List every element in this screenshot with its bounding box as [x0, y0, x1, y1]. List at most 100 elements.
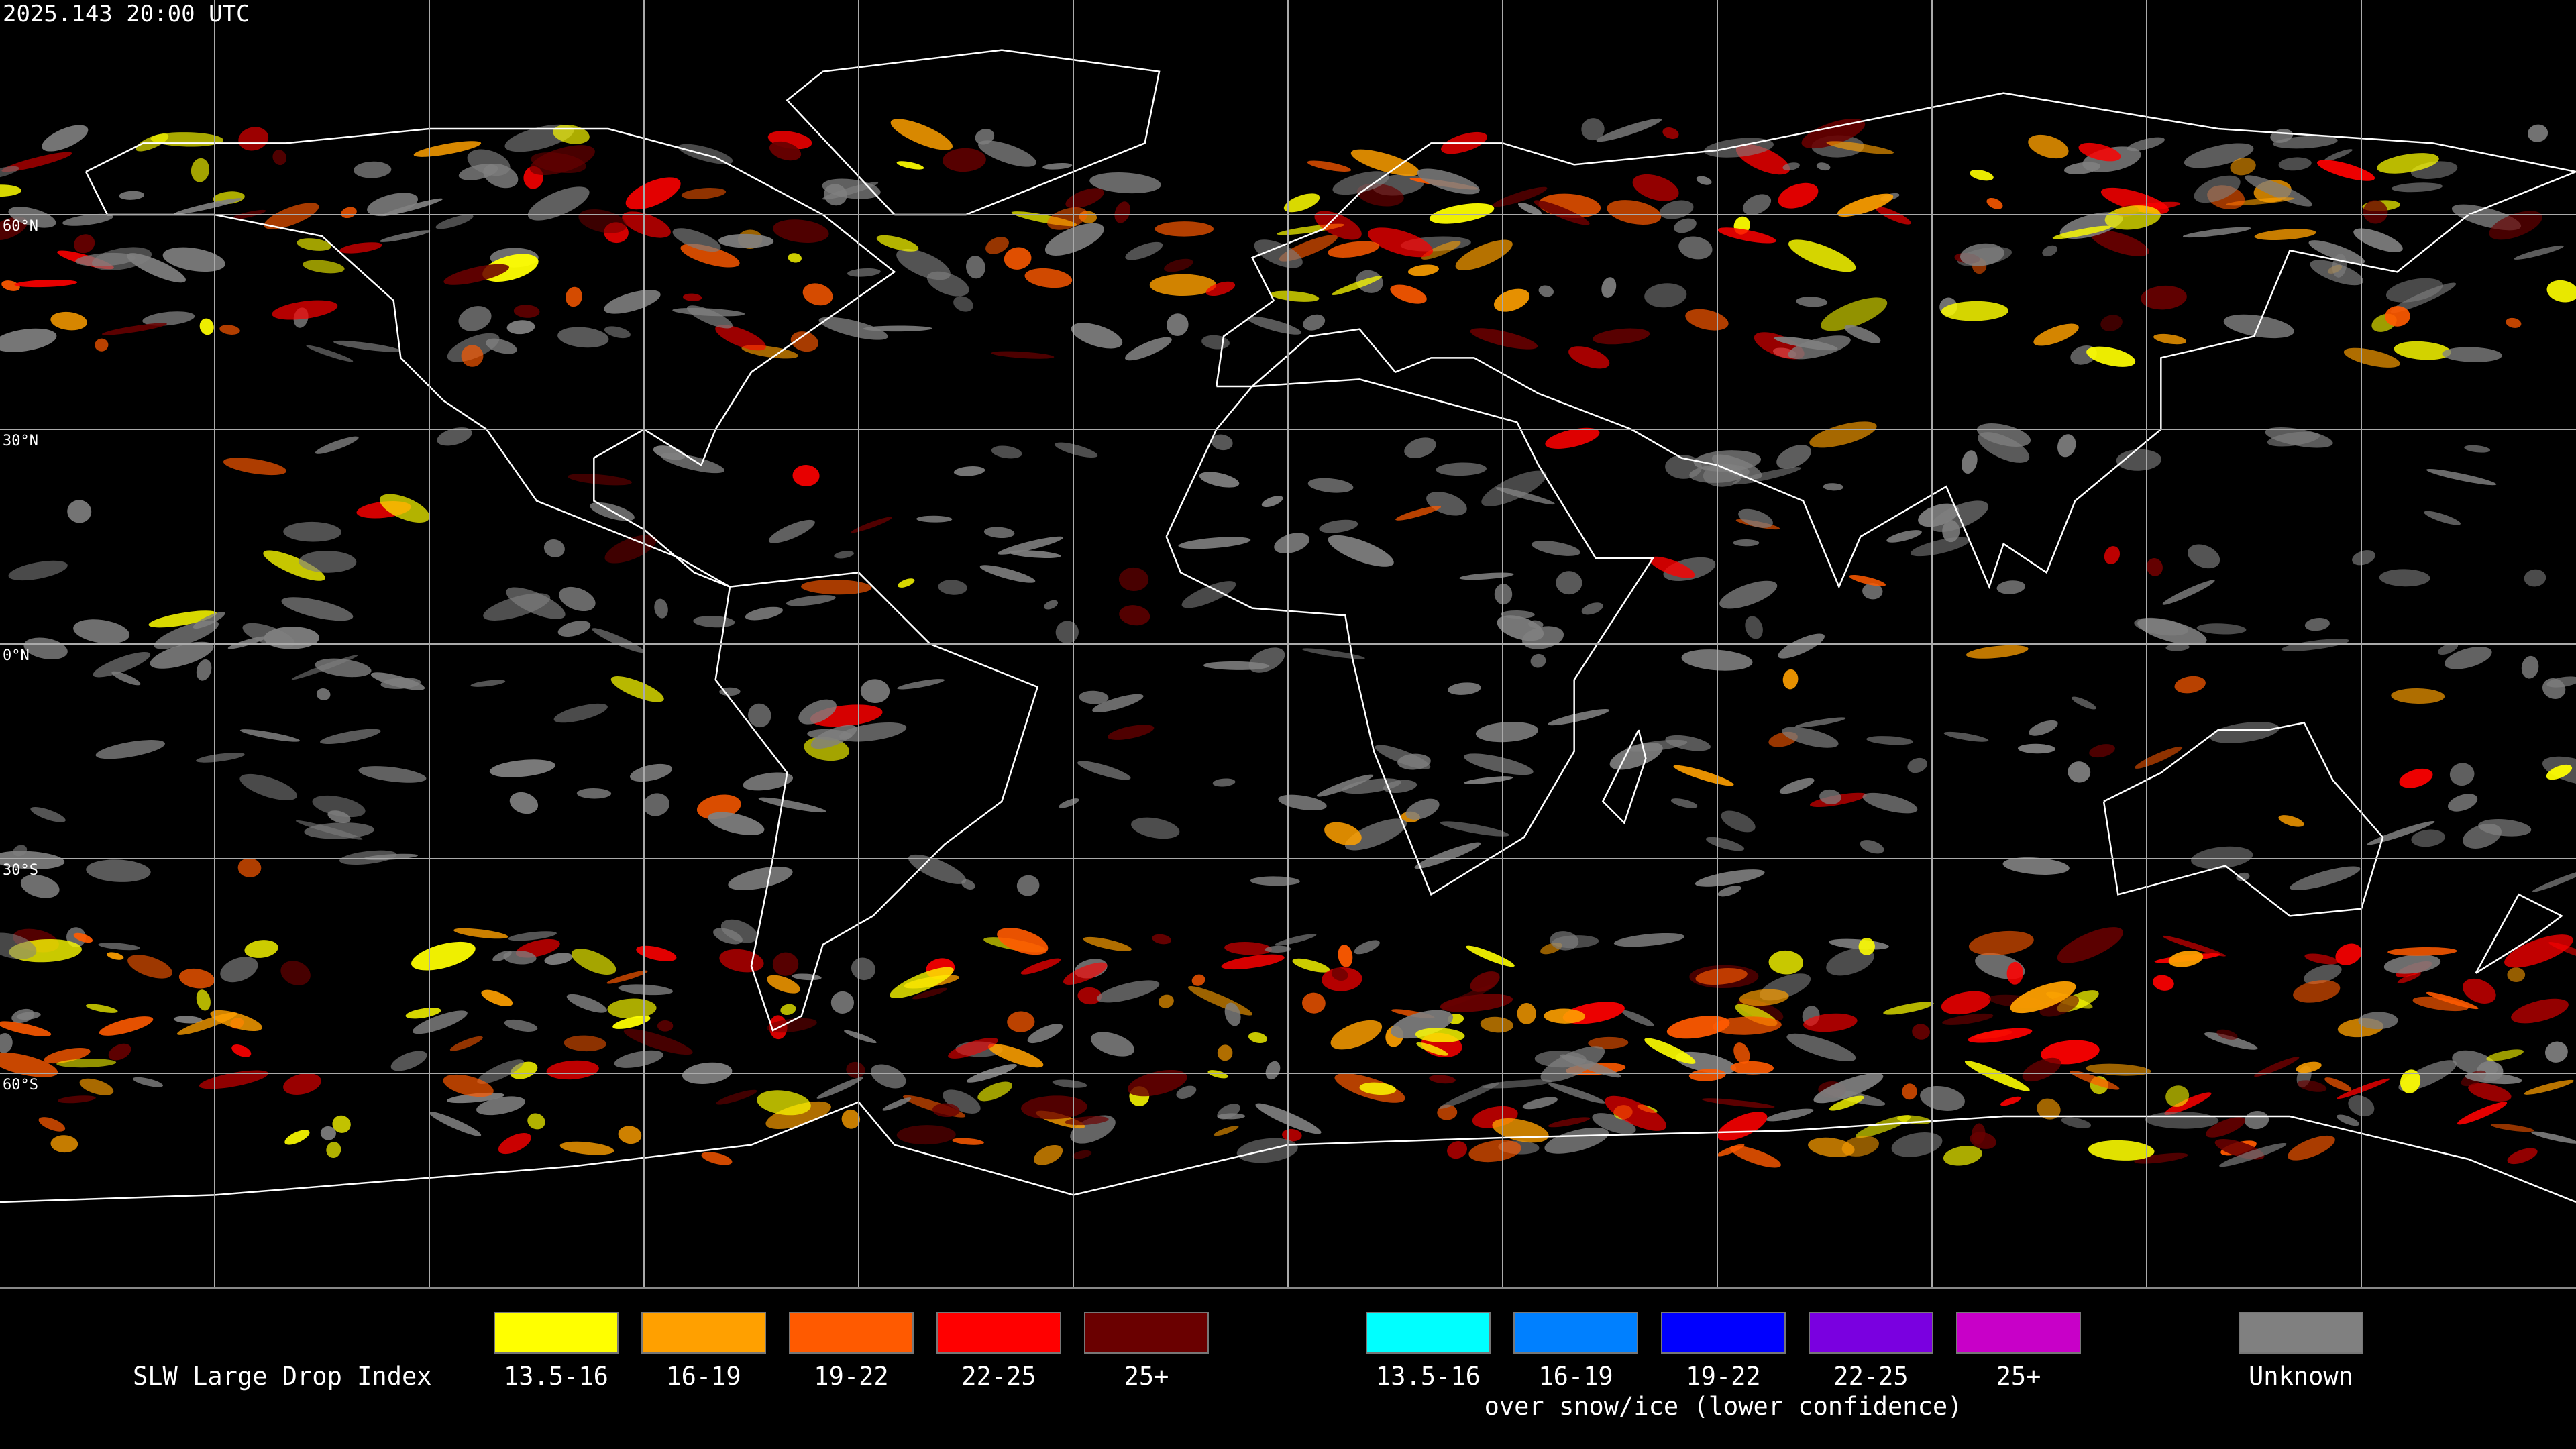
- cloud-patch: [1092, 694, 1144, 712]
- cloud-patch: [1534, 200, 1590, 225]
- cloud-patch: [1788, 239, 1856, 272]
- cloud-patch: [1447, 682, 1481, 695]
- cloud-patch: [2449, 763, 2475, 786]
- cloud-patch: [2162, 935, 2226, 957]
- coastline: [1601, 729, 1647, 824]
- cloud-patch: [435, 214, 474, 229]
- cloud-patch: [1265, 1061, 1281, 1080]
- cloud-patch: [283, 1073, 321, 1095]
- cloud-patch: [757, 1090, 811, 1116]
- cloud-patch: [98, 943, 140, 951]
- cloud-patch: [1738, 508, 1773, 528]
- cloud-patch: [1674, 218, 1697, 233]
- cloud-patch: [453, 928, 508, 939]
- cloud-patch: [1024, 268, 1073, 288]
- cloud-patch: [1083, 936, 1132, 951]
- cloud-patch: [1065, 188, 1104, 209]
- cloud-patch: [816, 1077, 863, 1099]
- cloud-patch: [2548, 942, 2576, 961]
- cloud-patch: [1480, 1016, 1513, 1033]
- cloud-patch: [834, 551, 854, 559]
- cloud-patch: [1961, 450, 1978, 474]
- cloud-patch: [461, 345, 484, 367]
- cloud-patch: [93, 651, 151, 678]
- cloud-patch: [85, 1004, 118, 1013]
- cloud-patch: [798, 699, 837, 724]
- cloud-patch: [2063, 162, 2101, 174]
- cloud-patch: [2463, 978, 2496, 1004]
- cloud-patch: [1649, 556, 1695, 578]
- cloud-patch: [1407, 264, 1439, 276]
- cloud-patch: [95, 739, 165, 759]
- cloud-patch: [1404, 437, 1436, 458]
- cloud-patch: [557, 327, 609, 348]
- cloud-patch: [1548, 1083, 1605, 1104]
- cloud-patch: [1902, 1083, 1917, 1100]
- cloud-patch: [1383, 780, 1417, 794]
- cloud-patch: [2153, 975, 2174, 991]
- cloud-patch: [2391, 688, 2445, 704]
- cloud-patch: [1813, 1073, 1884, 1104]
- cloud-patch: [1178, 537, 1251, 549]
- cloud-patch: [1324, 822, 1362, 846]
- cloud-patch: [1176, 1085, 1197, 1099]
- cloud-patch: [1826, 141, 1894, 154]
- cloud-patch: [508, 931, 557, 941]
- cloud-patch: [1819, 789, 1841, 805]
- latitude-label: 30°N: [3, 433, 38, 449]
- cloud-patch: [2070, 1070, 2120, 1090]
- cloud-patch: [2086, 346, 2136, 367]
- cloud-patch: [715, 325, 766, 351]
- cloud-patch: [773, 219, 829, 243]
- cloud-patch: [882, 1097, 912, 1111]
- cloud-patch: [2394, 341, 2451, 360]
- cloud-patch: [2412, 996, 2469, 1012]
- cloud-patch: [299, 550, 357, 573]
- cloud-patch: [1021, 1095, 1087, 1120]
- cloud-patch: [559, 586, 596, 612]
- legend-label: 19-22: [814, 1362, 888, 1391]
- cloud-patch: [1968, 1028, 2033, 1043]
- cloud-patch: [1354, 940, 1380, 955]
- cloud-patch: [898, 578, 915, 588]
- coastline: [2102, 721, 2384, 917]
- cloud-patch: [272, 300, 338, 320]
- legend-swatch: [1956, 1312, 2081, 1354]
- cloud-patch: [2168, 951, 2204, 967]
- cloud-patch: [1118, 567, 1149, 592]
- cloud-patch: [2491, 1124, 2534, 1132]
- cloud-patch: [618, 1126, 642, 1144]
- cloud-patch: [481, 989, 513, 1007]
- cloud-patch: [306, 345, 354, 362]
- cloud-patch: [1390, 284, 1427, 304]
- cloud-patch: [1063, 962, 1108, 985]
- cloud-patch: [1316, 774, 1374, 797]
- cloud-patch: [1860, 840, 1884, 854]
- cloud-patch: [1774, 336, 1838, 351]
- cloud-patch: [1538, 285, 1554, 297]
- cloud-patch: [1670, 798, 1698, 808]
- cloud-patch: [1164, 258, 1193, 272]
- cloud-patch: [1155, 221, 1214, 237]
- cloud-patch: [1307, 478, 1354, 493]
- cloud-patch: [614, 1050, 663, 1068]
- latitude-label: 0°N: [3, 647, 30, 664]
- cloud-patch: [1766, 1108, 1814, 1122]
- cloud-patch: [231, 1044, 252, 1057]
- cloud-patch: [1717, 885, 1741, 897]
- cloud-patch: [1052, 1079, 1087, 1088]
- cloud-patch: [822, 182, 879, 200]
- cloud-patch: [544, 953, 573, 965]
- cloud-patch: [196, 989, 211, 1011]
- legend-swatch: [1513, 1312, 1638, 1354]
- cloud-patch: [566, 286, 582, 307]
- cloud-patch: [890, 119, 953, 150]
- cloud-patch: [1417, 168, 1480, 195]
- cloud-patch: [0, 166, 19, 179]
- cloud-patch: [896, 161, 924, 170]
- cloud-patch: [1778, 633, 1825, 659]
- cloud-patch: [390, 1051, 427, 1071]
- cloud-patch: [509, 792, 539, 814]
- cloud-patch: [2245, 175, 2312, 207]
